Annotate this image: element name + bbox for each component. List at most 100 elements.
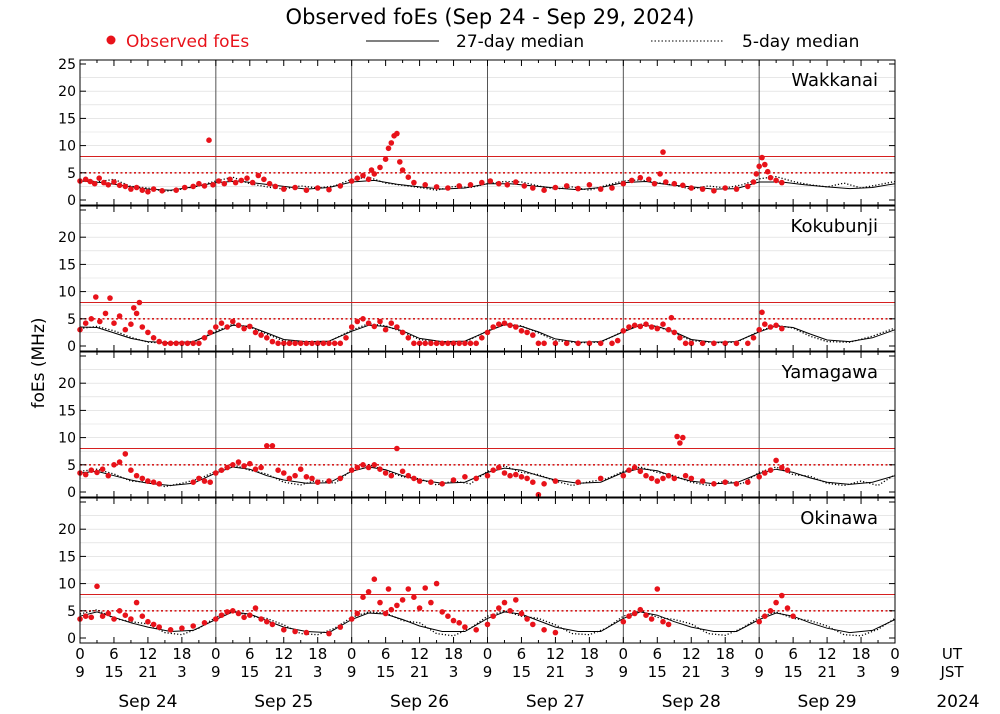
y-tick-label: 25 <box>58 57 76 73</box>
ut-tick-label: 0 <box>754 645 764 663</box>
jst-tick-label: 3 <box>313 663 323 681</box>
observed-point <box>377 318 383 325</box>
observed-point <box>762 321 768 328</box>
observed-point <box>637 323 644 330</box>
observed-point <box>235 610 242 617</box>
observed-point <box>654 325 661 332</box>
observed-point <box>303 340 310 347</box>
observed-point <box>221 180 228 187</box>
observed-point <box>507 608 513 614</box>
observed-point <box>660 475 666 482</box>
observed-point <box>111 179 117 185</box>
observed-point <box>626 324 632 330</box>
observed-point <box>614 337 621 344</box>
legend-5day-label: 5-day median <box>742 32 859 52</box>
observed-point <box>145 618 151 625</box>
observed-point <box>756 163 762 170</box>
observed-point <box>450 477 457 483</box>
jst-tick-label: 15 <box>512 663 531 681</box>
legend: Observed foEs 27-day median 5-day median <box>106 32 859 52</box>
observed-point <box>181 184 188 191</box>
observed-point <box>575 185 581 192</box>
observed-point <box>411 475 417 482</box>
observed-point <box>382 610 389 617</box>
observed-point <box>365 589 372 595</box>
observed-point <box>184 340 191 347</box>
observed-point <box>496 180 502 187</box>
observed-point <box>105 472 112 479</box>
observed-point <box>674 433 680 440</box>
observed-point <box>139 324 146 330</box>
observed-point <box>122 612 129 618</box>
observed-point <box>450 617 457 624</box>
observed-point <box>759 309 765 316</box>
observed-point <box>201 478 208 484</box>
observed-point <box>411 594 417 600</box>
legend-observed-label: Observed foEs <box>126 32 249 52</box>
observed-point <box>331 340 338 347</box>
ut-tick-label: 0 <box>75 645 85 663</box>
y-tick-label: 20 <box>58 376 76 392</box>
observed-point <box>762 470 768 476</box>
y-tick-label: 20 <box>58 522 76 538</box>
jst-tick-label: 15 <box>240 663 259 681</box>
jst-axis-label: JST <box>939 663 964 681</box>
station-panel-yamagawa: 20 15 10 5 0 Yamagawa <box>58 351 896 501</box>
observed-point <box>354 318 361 325</box>
observed-point <box>507 472 513 479</box>
observed-point <box>629 177 635 184</box>
observed-point <box>756 618 762 625</box>
observed-point <box>399 329 406 336</box>
ut-tick-label: 6 <box>517 645 527 663</box>
observed-point <box>105 610 112 617</box>
observed-point <box>247 323 253 330</box>
observed-point <box>150 186 157 192</box>
observed-point <box>136 299 143 306</box>
observed-point <box>326 186 332 193</box>
observed-point <box>405 335 412 341</box>
observed-point <box>266 180 273 187</box>
observed-point <box>365 464 372 471</box>
jst-tick-label: 9 <box>619 663 629 681</box>
observed-point <box>433 340 440 347</box>
observed-point <box>122 451 129 457</box>
observed-point <box>733 186 740 192</box>
observed-point <box>320 340 327 347</box>
y-tick-label: 10 <box>58 285 76 301</box>
observed-point <box>680 182 686 189</box>
legend-27day-label: 27-day median <box>456 32 584 52</box>
observed-point <box>281 627 287 633</box>
observed-point <box>496 321 502 328</box>
observed-point <box>139 613 146 619</box>
observed-point <box>371 576 378 582</box>
observed-point <box>264 618 270 625</box>
observed-point <box>354 464 361 471</box>
observed-point <box>767 174 774 181</box>
observed-point <box>309 340 315 347</box>
observed-point <box>479 335 485 341</box>
observed-point <box>433 184 440 190</box>
ut-tick-label: 0 <box>211 645 221 663</box>
observed-point <box>779 464 785 471</box>
observed-point <box>292 340 298 347</box>
observed-point <box>394 602 400 609</box>
observed-point <box>218 612 225 618</box>
observed-point <box>385 145 392 152</box>
observed-point <box>292 184 298 191</box>
observed-point <box>139 475 146 482</box>
observed-point <box>563 340 570 347</box>
y-tick-label: 20 <box>58 84 76 100</box>
ut-axis-label: UT <box>942 645 963 663</box>
observed-point <box>654 586 661 592</box>
observed-point <box>530 185 536 191</box>
observed-point <box>552 184 559 191</box>
observed-point <box>210 182 216 188</box>
observed-point <box>281 470 287 476</box>
observed-point <box>213 616 219 622</box>
observed-point <box>365 320 372 327</box>
observed-point <box>326 478 332 484</box>
day-label: Sep 24 <box>118 692 177 712</box>
legend-observed-marker <box>106 35 116 45</box>
observed-point <box>235 322 242 329</box>
